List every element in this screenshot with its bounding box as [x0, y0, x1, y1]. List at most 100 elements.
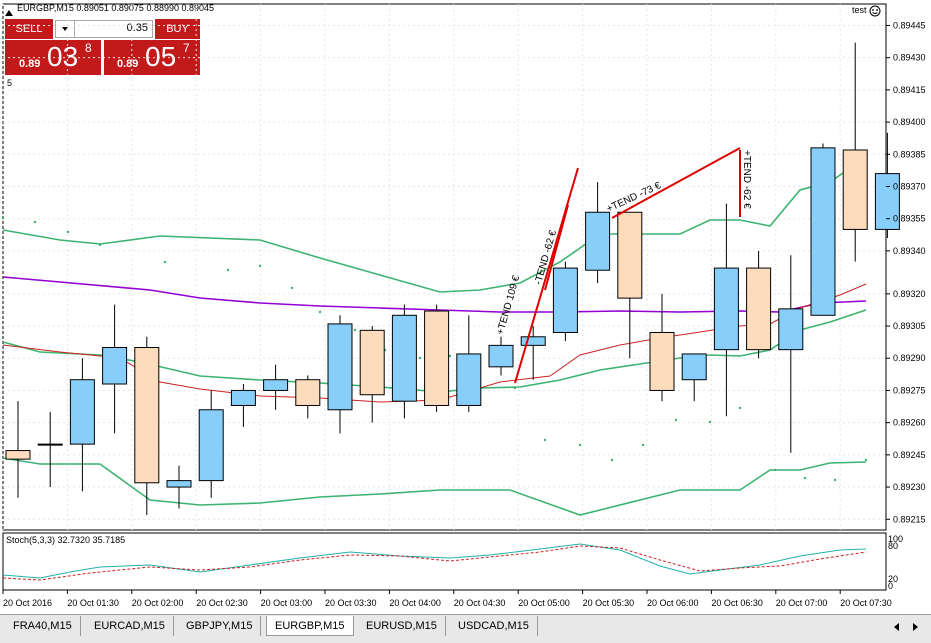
sar-dot — [1, 216, 5, 220]
sar-dot — [163, 260, 167, 264]
tab-gbpjpy[interactable]: GBPJPY,M15 — [178, 616, 262, 636]
price-tick-label: 0.89370 — [893, 181, 926, 191]
time-tick-label: 20 Oct 05:00 — [518, 598, 570, 608]
bull-candle — [263, 379, 289, 391]
price-tick-label: 0.89340 — [893, 246, 926, 256]
time-axis: 20 Oct 2016 20 Oct 01:30 20 Oct 02:00 20 Oc… — [2, 590, 892, 608]
bear-candle — [295, 379, 321, 406]
tab-eurcad[interactable]: EURCAD,M15 — [86, 616, 174, 636]
time-tick-label: 20 Oct 07:30 — [840, 598, 892, 608]
lot-size-field[interactable]: 0.35 — [55, 20, 153, 38]
bear-candle — [842, 149, 868, 230]
sar-dot — [708, 420, 712, 424]
bull-candle — [456, 353, 482, 406]
sar-dot — [543, 438, 547, 442]
time-tick-label: 20 Oct 02:00 — [132, 598, 184, 608]
tab-usdcad[interactable]: USDCAD,M15 — [450, 616, 538, 636]
bollinger-lower — [2, 457, 867, 516]
stoch-axis-80: 80 — [888, 541, 899, 551]
bollinger-middle — [2, 309, 867, 393]
price-tick-label: 0.89260 — [893, 418, 926, 428]
sell-price-prefix: 0.89 — [19, 58, 41, 70]
chart-menu-icon[interactable] — [5, 3, 13, 16]
sar-dot — [98, 243, 102, 247]
bear-candle — [359, 329, 385, 396]
symbol-tab-bar — [0, 614, 931, 643]
sar-dot — [448, 354, 452, 358]
price-tick-label: 0.89230 — [893, 482, 926, 492]
sell-button[interactable]: SELL — [5, 19, 53, 39]
one-click-trade-panel: SELL 0.35 BUY 0.89 03 8 0.89 05 7 — [5, 19, 200, 75]
sar-dot — [674, 418, 678, 422]
bull-candle — [230, 389, 256, 406]
bull-candle — [585, 211, 611, 271]
bull-candle — [69, 379, 95, 445]
smiley-icon — [869, 4, 881, 17]
stoch-main-line — [2, 543, 867, 579]
trend-line-1 — [514, 167, 579, 384]
sar-dot — [513, 386, 517, 390]
bull-candle — [327, 323, 353, 411]
time-tick-label: 20 Oct 07:00 — [776, 598, 828, 608]
sar-dot — [33, 220, 37, 224]
sar-dot — [610, 458, 614, 462]
ohlc-values: 0.89051 0.89075 0.88990 0.89045 — [76, 3, 215, 13]
price-tick-label: 0.89430 — [893, 53, 926, 63]
sar-dot — [226, 268, 230, 272]
sar-dot — [318, 310, 322, 314]
price-tick-label: 0.89415 — [893, 85, 926, 95]
buy-button[interactable]: BUY — [155, 19, 200, 39]
sar-dot — [803, 476, 807, 480]
sar-dot — [66, 230, 70, 234]
sar-dot — [578, 443, 582, 447]
bull-candle — [166, 480, 192, 488]
stoch-chart-border — [2, 532, 887, 591]
time-tick-label: 20 Oct 03:00 — [261, 598, 313, 608]
lot-dropdown[interactable] — [56, 21, 75, 37]
bull-candle — [391, 314, 417, 402]
stoch-label: Stoch(5,3,3) 32.7320 35.7185 — [6, 535, 126, 545]
tab-scroll-right-icon[interactable] — [908, 620, 922, 634]
tab-eurgbp[interactable]: EURGBP,M15 — [266, 616, 354, 636]
sell-price-big: 03 — [47, 41, 79, 72]
price-tick-label: 0.89355 — [893, 214, 926, 224]
time-tick-label: 20 Oct 05:30 — [583, 598, 635, 608]
tab-scroll-left-icon[interactable] — [890, 620, 904, 634]
stoch-signal-line — [2, 545, 867, 581]
sar-dot — [864, 458, 868, 462]
buy-price-big: 05 — [145, 41, 177, 72]
candles — [5, 42, 900, 515]
bear-candle — [424, 310, 450, 406]
bull-candle — [681, 353, 707, 381]
bull-candle — [810, 147, 836, 316]
sell-price-sup: 8 — [85, 41, 92, 55]
price-tick-label: 0.89305 — [893, 321, 926, 331]
indicator-name: test — [852, 5, 867, 15]
time-tick-label: 20 Oct 02:30 — [196, 598, 248, 608]
price-tick-label: 0.89445 — [893, 20, 926, 30]
bull-candle — [713, 267, 739, 351]
trend-line-3 — [611, 147, 741, 219]
bull-candle — [520, 336, 546, 346]
price-tick-label: 0.89215 — [893, 514, 926, 524]
price-axis: 0.89445 0.89430 0.89415 0.89400 0.89385 0.893… — [886, 20, 926, 524]
bear-candle — [134, 347, 160, 484]
bull-candle — [488, 344, 514, 368]
side-number: 5 — [7, 78, 13, 88]
price-tick-label: 0.89245 — [893, 450, 926, 460]
tab-eurusd[interactable]: EURUSD,M15 — [358, 616, 446, 636]
symbol-label: EURGBP,M15 — [17, 3, 74, 13]
sar-dot — [290, 286, 294, 290]
bull-candle — [37, 443, 63, 446]
time-tick-label: 20 Oct 2016 — [3, 598, 52, 608]
price-tick-label: 0.89320 — [893, 289, 926, 299]
time-tick-label: 20 Oct 04:00 — [389, 598, 441, 608]
bollinger-upper — [2, 156, 867, 293]
tab-fra40[interactable]: FRA40,M15 — [5, 616, 81, 636]
sar-dot — [641, 443, 645, 447]
main-chart-border — [2, 3, 887, 531]
time-tick-label: 20 Oct 04:30 — [454, 598, 506, 608]
stoch-axis-0: 0 — [888, 581, 894, 591]
